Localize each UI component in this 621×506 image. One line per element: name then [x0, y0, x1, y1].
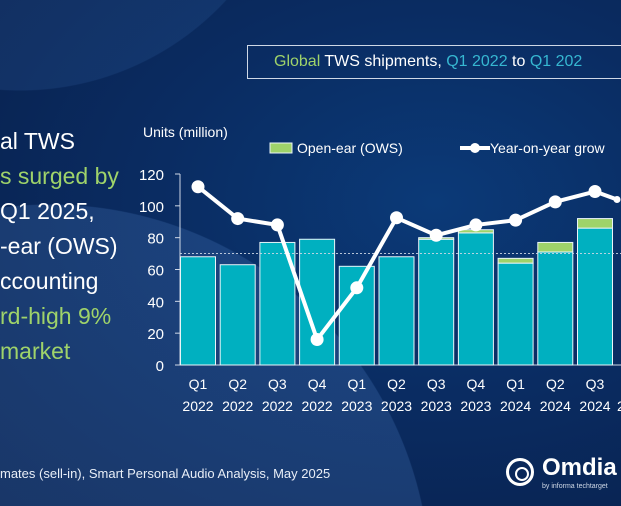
- logo-word: Omdia: [542, 454, 617, 481]
- yoy-point: [310, 333, 324, 347]
- omdia-logo: Omdia by informa techtarget: [506, 454, 621, 495]
- x-tick-label: Q4: [308, 376, 327, 392]
- logo-sub: by informa techtarget: [542, 483, 608, 490]
- y-tick-label: 40: [147, 294, 164, 311]
- legend-swatch-ows: [269, 142, 293, 154]
- y-tick-label: 120: [139, 167, 164, 184]
- yoy-point: [509, 213, 523, 227]
- bar-tws: [497, 262, 534, 366]
- x-tick-label: Q2: [228, 376, 247, 392]
- title-part: to: [507, 53, 530, 70]
- headline-line: ccounting: [0, 268, 99, 294]
- x-tick-label: Q2: [387, 376, 406, 392]
- legend-swatch-point: [470, 143, 480, 153]
- yoy-point: [350, 281, 364, 295]
- logo-mark-icon: [506, 458, 534, 486]
- x-tick-label: 2024: [540, 398, 571, 414]
- yoy-point: [191, 180, 205, 194]
- bar-tws: [577, 227, 613, 366]
- yoy-point: [588, 185, 602, 199]
- title-part: Q1 202: [529, 53, 583, 70]
- bar-tws: [537, 251, 574, 366]
- x-tick-label: 2024: [500, 398, 531, 414]
- x-tick-label: 2023: [460, 398, 491, 414]
- yoy-point: [390, 211, 403, 225]
- x-tick-label: 2022: [182, 398, 213, 414]
- headline-line: -ear (OWS): [0, 233, 118, 259]
- yoy-point: [270, 218, 284, 232]
- x-tick-label: Q3: [268, 376, 287, 392]
- yoy-point: [548, 195, 562, 209]
- y-tick-label: 60: [147, 263, 164, 280]
- bar-tws: [457, 232, 494, 366]
- x-tick-label: 2024: [579, 398, 610, 414]
- yoy-point: [231, 212, 245, 226]
- title-part: Q1 2022: [446, 53, 508, 70]
- headline-line: market: [0, 338, 71, 364]
- x-tick-label: Q4: [467, 376, 486, 392]
- bar-tws: [180, 256, 216, 366]
- x-tick-label: Q2: [546, 376, 565, 392]
- y-tick-label: 100: [139, 199, 164, 216]
- title-part: Global: [274, 53, 321, 70]
- chart-title: Global TWS shipments, Q1 2022 to Q1 202: [247, 45, 621, 79]
- x-tick-label: 2: [617, 398, 621, 414]
- y-tick-label: 0: [156, 358, 164, 375]
- yoy-line: [196, 185, 618, 342]
- bar-tws: [418, 238, 455, 366]
- x-tick-label: Q1: [506, 376, 525, 392]
- x-tick-label: 2023: [341, 398, 372, 414]
- headline-text: al TWS s surged by Q1 2025, -ear (OWS) ccoun…: [0, 124, 119, 369]
- x-tick-label: Q3: [427, 376, 446, 392]
- title-part: TWS shipments,: [320, 53, 447, 70]
- legend-label-ows: Open-ear (OWS): [297, 140, 403, 156]
- headline-line: Q1 2025,: [0, 198, 95, 224]
- source-note: mates (sell-in), Smart Personal Audio An…: [0, 466, 331, 481]
- yoy-point: [469, 218, 483, 232]
- x-tick-label: Q1: [189, 376, 208, 392]
- headline-line: rd-high 9%: [0, 303, 112, 329]
- headline-line: al TWS: [0, 128, 75, 154]
- bar-ows: [577, 218, 613, 229]
- bar-tws: [219, 264, 256, 366]
- bar-ows: [537, 241, 574, 253]
- bar-tws: [378, 256, 415, 366]
- headline-line: s surged by: [0, 163, 119, 189]
- x-tick-label: Q3: [586, 376, 605, 392]
- bar-ows: [497, 257, 534, 264]
- x-tick-label: 2023: [421, 398, 452, 414]
- x-tick-label: 2022: [262, 398, 293, 414]
- x-tick-label: 2022: [222, 398, 253, 414]
- x-tick-label: 2022: [302, 398, 333, 414]
- legend-label-line: Year-on-year grow: [490, 140, 606, 156]
- x-tick-label: 2023: [381, 398, 412, 414]
- y-tick-label: 20: [147, 326, 164, 343]
- y-tick-label: 80: [147, 231, 164, 248]
- yoy-point: [429, 228, 443, 242]
- y-axis-label: Units (million): [143, 124, 228, 140]
- x-tick-label: Q1: [347, 376, 366, 392]
- bar-tws: [338, 265, 375, 366]
- yoy-point: [613, 195, 621, 203]
